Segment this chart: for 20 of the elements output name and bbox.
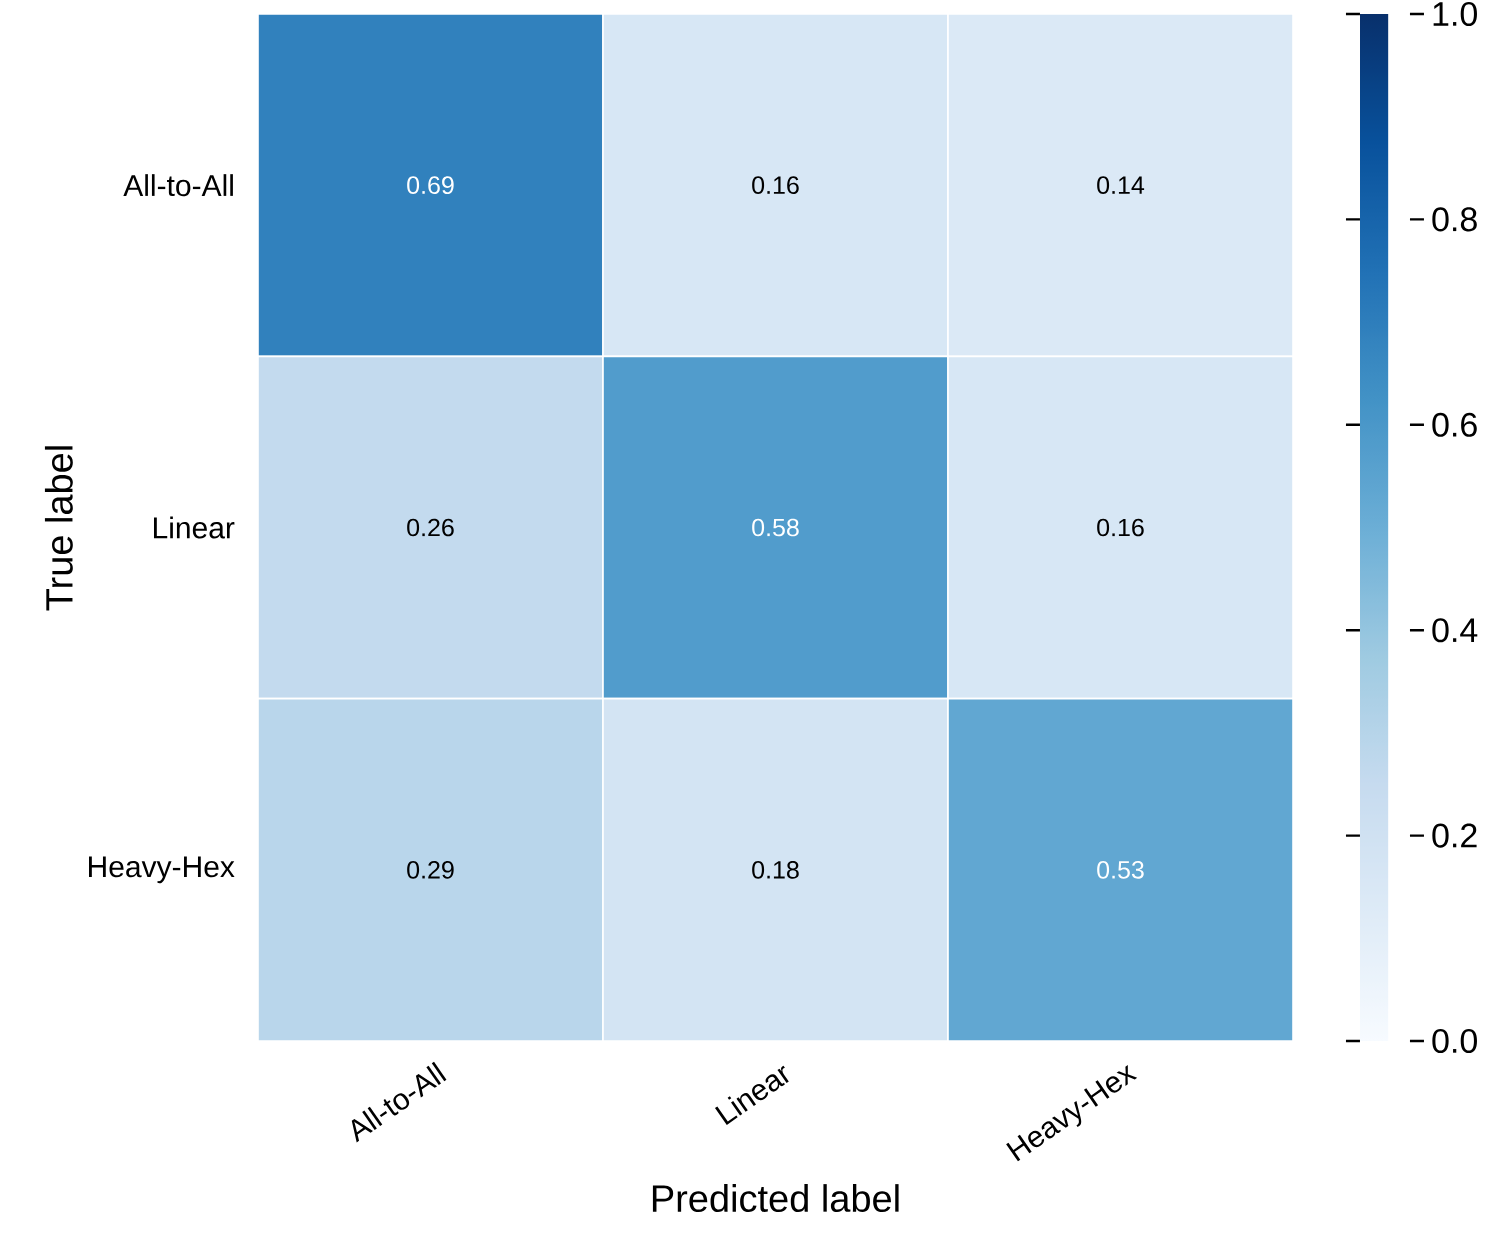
color-bar-label: 1.0 [1433, 1, 1477, 27]
y-tick-label: Linear [153, 516, 235, 539]
color-bar-label: 0.6 [1432, 412, 1477, 437]
y-axis-title: True label [44, 446, 73, 611]
data-label: 0.18 [752, 861, 799, 879]
data-label: 0.14 [1097, 176, 1145, 195]
data-label: 0.26 [407, 518, 454, 537]
color-bar-label: 0.0 [1432, 1028, 1477, 1054]
y-tick-label: All-to-All [123, 174, 233, 197]
data-label: 0.16 [1097, 518, 1144, 537]
color-bar-label: 0.2 [1432, 823, 1477, 848]
y-tick-label: Heavy-Hex [89, 856, 235, 884]
data-label: 0.16 [752, 176, 799, 195]
color-bar-label: 0.4 [1432, 618, 1478, 643]
x-axis-title: Predicted label [652, 1184, 899, 1213]
color-bar-label: 0.8 [1432, 207, 1477, 232]
data-label: 0.53 [1097, 861, 1144, 879]
data-label: 0.29 [407, 861, 454, 879]
data-label: 0.58 [752, 518, 799, 537]
data-label: 0.69 [407, 176, 454, 195]
